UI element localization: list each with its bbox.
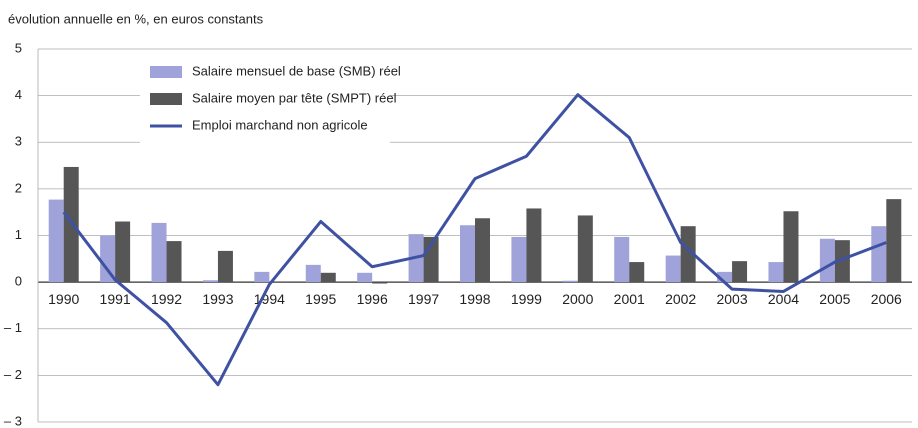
y-tick-label: 1 <box>15 227 22 242</box>
bar <box>475 218 490 283</box>
bar <box>320 272 336 283</box>
legend-label: Salaire moyen par tête (SMPT) réel <box>192 90 397 105</box>
x-tick-label: 1997 <box>408 291 439 307</box>
bar <box>783 211 799 283</box>
bar <box>562 280 578 283</box>
y-tick-label: – 1 <box>4 320 22 335</box>
bar <box>100 235 116 283</box>
bar <box>834 240 850 283</box>
x-tick-label: 1998 <box>459 291 490 307</box>
bar <box>717 271 733 283</box>
bar <box>680 226 696 283</box>
legend-label: Salaire mensuel de base (SMB) réel <box>192 63 401 78</box>
legend-swatch <box>150 66 182 78</box>
bar <box>115 221 131 283</box>
y-tick-label: 4 <box>15 87 22 102</box>
y-tick-label: – 2 <box>4 367 22 382</box>
bar <box>372 282 388 284</box>
y-tick-label: 2 <box>15 180 22 195</box>
x-tick-label: 2006 <box>871 291 902 307</box>
bar <box>166 241 182 283</box>
legend-swatch <box>150 93 182 105</box>
x-tick-label: 2001 <box>614 291 645 307</box>
bar <box>526 208 542 283</box>
bar <box>614 236 630 283</box>
bar <box>886 199 902 283</box>
x-tick-label: 2004 <box>768 291 799 307</box>
y-tick-label: – 3 <box>4 413 22 428</box>
bar <box>217 250 233 283</box>
x-tick-label: 1995 <box>305 291 336 307</box>
x-tick-label: 1992 <box>151 291 182 307</box>
axis-label: évolution annuelle en %, en euros consta… <box>8 11 264 26</box>
bar <box>629 262 645 283</box>
x-tick-label: 1996 <box>357 291 388 307</box>
y-tick-label: 0 <box>15 274 22 289</box>
bar <box>202 280 218 283</box>
bar <box>768 262 784 283</box>
x-tick-label: 2005 <box>819 291 850 307</box>
x-tick-label: 2002 <box>665 291 696 307</box>
bar <box>665 255 681 283</box>
y-tick-label: 5 <box>15 40 22 55</box>
bar <box>871 226 887 283</box>
bar <box>819 238 835 283</box>
bar <box>254 271 270 283</box>
line <box>62 93 887 387</box>
bar <box>460 225 475 283</box>
bar <box>269 282 285 283</box>
legend-label: Emploi marchand non agricole <box>192 117 368 132</box>
x-tick-label: 2000 <box>562 291 593 307</box>
bar <box>151 222 167 283</box>
x-tick-label: 2003 <box>716 291 747 307</box>
x-tick-label: 1999 <box>511 291 542 307</box>
x-tick-label: 1990 <box>48 291 79 307</box>
x-tick-label: 1993 <box>202 291 233 307</box>
bar <box>732 261 748 283</box>
bar <box>357 272 373 283</box>
y-tick-label: 3 <box>15 134 22 149</box>
bar <box>63 166 79 283</box>
x-tick-label: 1991 <box>100 291 131 307</box>
bar <box>48 199 64 283</box>
bar <box>511 236 527 283</box>
bar <box>305 264 321 283</box>
bar <box>577 215 593 283</box>
